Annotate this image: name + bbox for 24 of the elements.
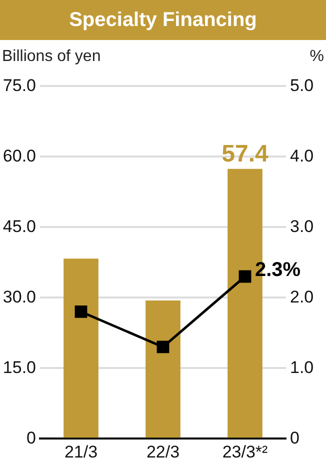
y2-axis-title: % (310, 48, 324, 67)
y2-tick-label: 0 (290, 428, 300, 448)
y2-tick-label: 2.0 (290, 287, 314, 306)
x-tick-label: 23/3*² (222, 442, 268, 462)
data-label: 57.4 (222, 140, 270, 168)
bar (64, 258, 98, 438)
y-tick-label: 30.0 (2, 287, 36, 306)
y-tick-label: 45.0 (2, 216, 36, 236)
y-tick-label: 0 (26, 428, 36, 448)
y-tick-label: 75.0 (2, 76, 36, 95)
chart-title: Specialty Financing (0, 0, 326, 40)
y2-tick-label: 4.0 (290, 146, 314, 166)
y-tick-label: 15.0 (2, 358, 36, 377)
y-tick-label: 60.0 (2, 146, 36, 166)
y2-tick-label: 1.0 (290, 358, 314, 377)
y2-tick-label: 5.0 (290, 76, 314, 95)
point (156, 340, 170, 354)
x-tick-label: 22/3 (146, 442, 180, 462)
point (74, 306, 88, 318)
y-axis-title: Billions of yen (2, 48, 101, 67)
y2-tick-label: 3.0 (290, 216, 314, 236)
bar (146, 300, 180, 438)
x-tick-label: 21/3 (64, 442, 98, 462)
point (238, 270, 252, 283)
